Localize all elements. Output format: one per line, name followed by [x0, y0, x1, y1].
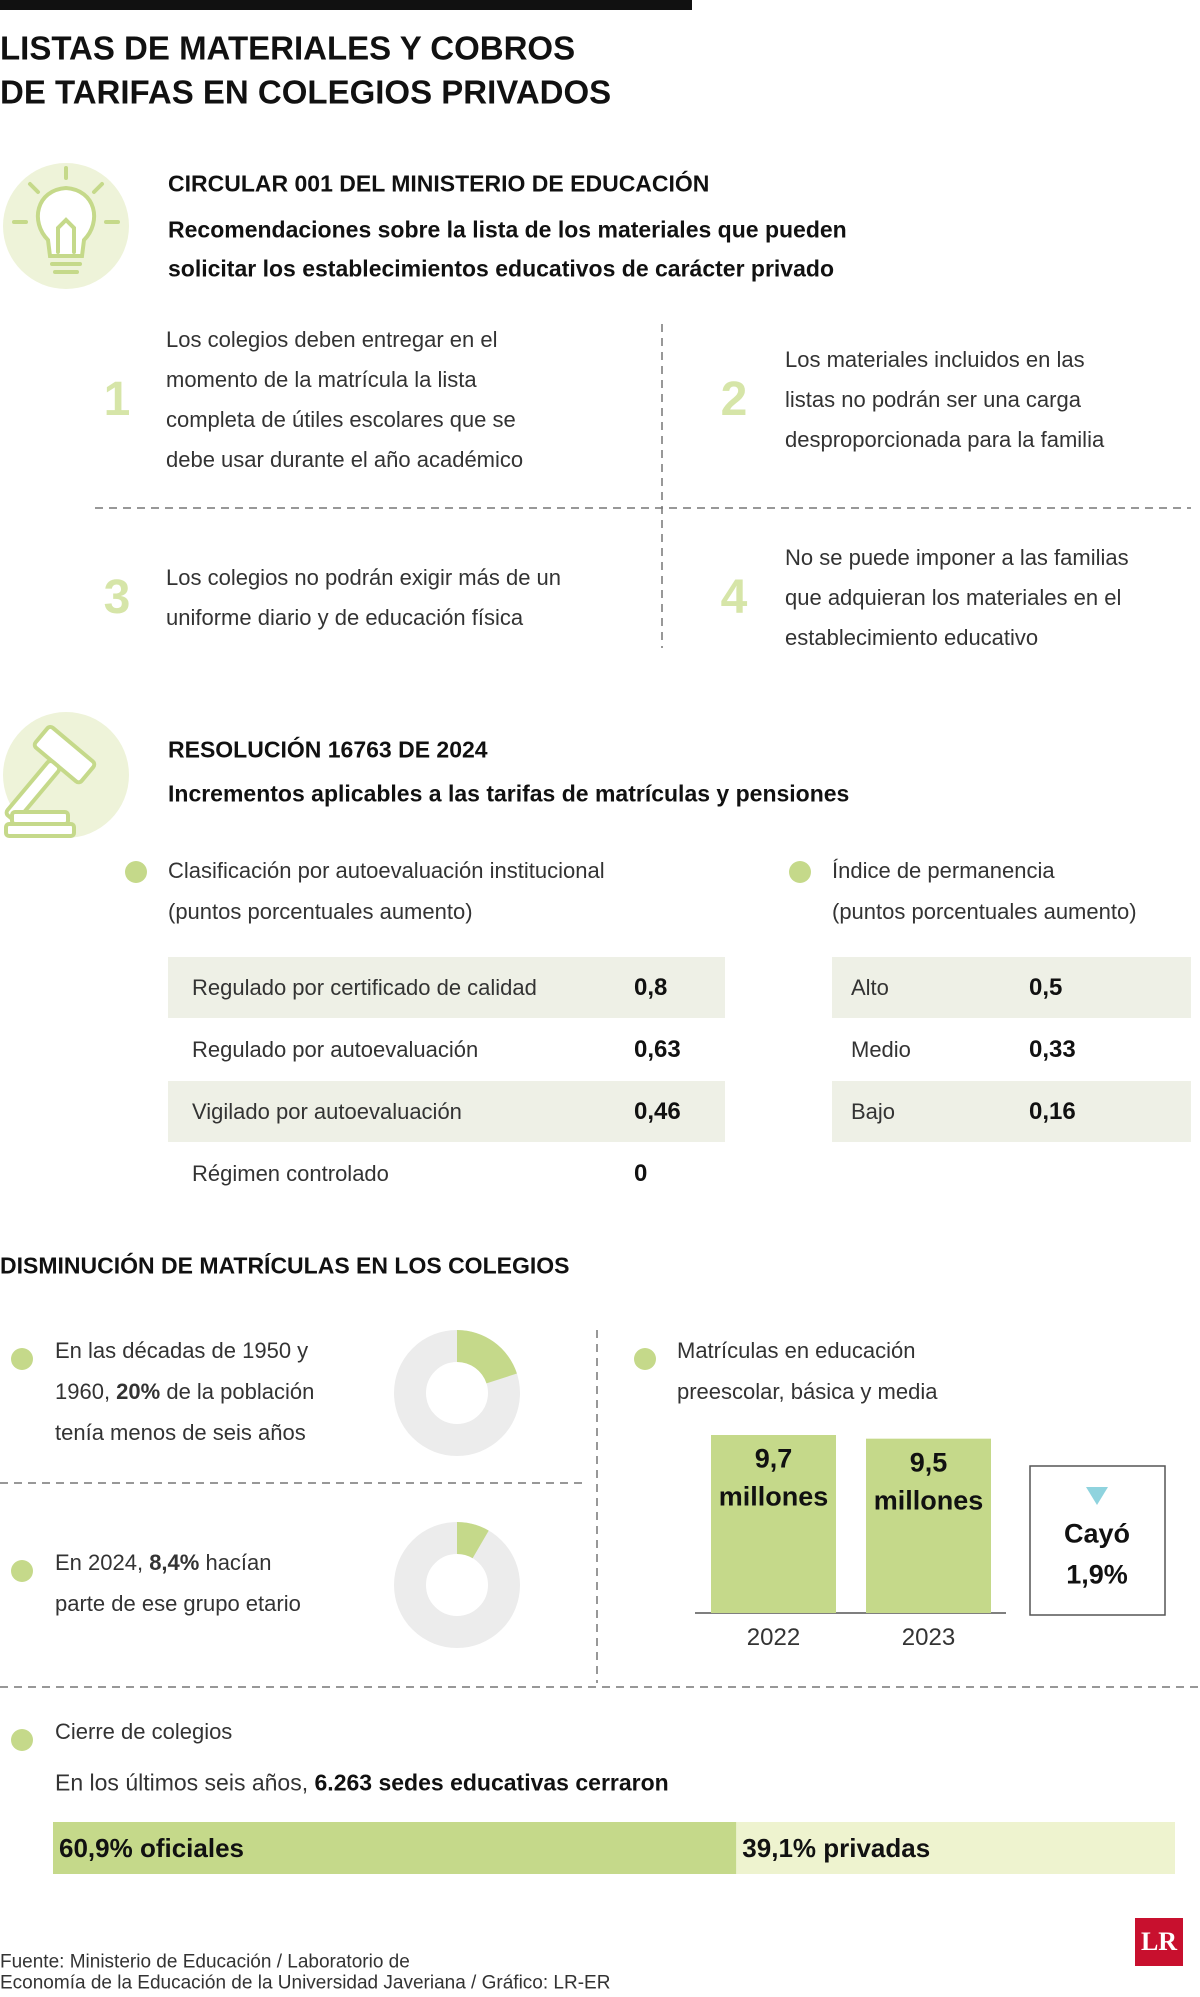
- sentence-text: En los últimos seis años,: [55, 1769, 315, 1796]
- population-text: hacían: [199, 1550, 272, 1575]
- row-value: 0,5: [1029, 974, 1063, 1001]
- population-text: de la población: [160, 1379, 315, 1404]
- x-label: 2022: [746, 1624, 801, 1651]
- dividers: [0, 324, 1200, 1688]
- sentence-highlight: 6.263 sedes educativas cerraron: [314, 1769, 669, 1796]
- enrollment-title: preescolar, básica y media: [677, 1379, 938, 1404]
- gavel-icon: [3, 712, 129, 838]
- donut-share: [457, 1330, 517, 1384]
- section-subtitle: Incrementos aplicables a las tarifas de …: [168, 780, 850, 807]
- section-heading: RESOLUCIÓN 16763 DE 2024: [168, 736, 488, 763]
- table-title: Clasificación por autoevaluación institu…: [168, 858, 605, 883]
- bullet: [634, 1348, 656, 1370]
- source: Economía de la Educación de la Universid…: [0, 1972, 611, 1994]
- logo: LR: [1140, 1927, 1178, 1956]
- change-text: Cayó: [1063, 1518, 1131, 1549]
- item-number: 2: [720, 373, 748, 426]
- item-text: Los materiales incluidos en las: [785, 347, 1085, 372]
- population-share: 20%: [116, 1379, 161, 1404]
- split-bar: [736, 1822, 1175, 1874]
- item-text: uniforme diario y de educación física: [166, 605, 524, 630]
- row-shade: [168, 957, 725, 1018]
- table-title: (puntos porcentuales aumento): [832, 899, 1137, 924]
- bar-unit: millones: [873, 1485, 984, 1516]
- population-line: En las décadas de 1950 y: [55, 1340, 308, 1362]
- section-heading: DISMINUCIÓN DE MATRÍCULAS EN LOS COLEGIO…: [0, 1252, 570, 1279]
- row-label: Medio: [851, 1037, 911, 1062]
- item-number: 1: [103, 373, 131, 426]
- row-shade: [832, 957, 1191, 1018]
- bullet: [125, 861, 147, 883]
- population-line: tenía menos de seis años: [55, 1422, 306, 1444]
- bullet: [11, 1560, 33, 1582]
- top-bar: [0, 0, 692, 10]
- row-value: 0,8: [634, 974, 668, 1001]
- split-label: 39,1% privadas: [742, 1833, 931, 1863]
- population-line: 1960, 20% de la población: [55, 1381, 314, 1403]
- table-title: (puntos porcentuales aumento): [168, 899, 473, 924]
- item-text: completa de útiles escolares que se: [166, 407, 516, 432]
- source: Fuente: Ministerio de Educación / Labora…: [0, 1951, 410, 1973]
- item-text: No se puede imponer a las familias: [785, 545, 1129, 570]
- logo-box: [1135, 1918, 1183, 1966]
- row-label: Régimen controlado: [192, 1161, 389, 1186]
- item-text: que adquieran los materiales en el: [785, 585, 1122, 610]
- item-text: desproporcionada para la familia: [785, 427, 1105, 452]
- change-text: 1,9%: [1066, 1559, 1128, 1590]
- population-share: 8,4%: [149, 1550, 200, 1575]
- donut-share: [457, 1522, 489, 1559]
- population-text: 1960,: [55, 1379, 117, 1404]
- bullet: [789, 861, 811, 883]
- population-text: parte de ese grupo etario: [55, 1591, 301, 1616]
- item-text: momento de la matrícula la lista: [166, 367, 477, 392]
- title: DE TARIFAS EN COLEGIOS PRIVADOS: [0, 73, 612, 111]
- closures-title: Cierre de colegios: [55, 1719, 233, 1744]
- split-bar: [53, 1822, 737, 1874]
- row-shade: [168, 1081, 725, 1142]
- enrollment-title: Matrículas en educación: [677, 1338, 916, 1363]
- population-line: parte de ese grupo etario: [55, 1593, 301, 1615]
- item-text: debe usar durante el año académico: [166, 447, 524, 472]
- section-heading: CIRCULAR 001 DEL MINISTERIO DE EDUCACIÓN: [168, 170, 710, 197]
- section-subtitle: solicitar los establecimientos educativo…: [168, 255, 834, 282]
- item-text: establecimiento educativo: [785, 625, 1039, 650]
- bullet: [11, 1729, 33, 1751]
- row-label: Bajo: [851, 1099, 896, 1124]
- row-value: 0,16: [1029, 1098, 1076, 1125]
- item-text: Los colegios no podrán exigir más de un: [166, 565, 562, 590]
- bar: [866, 1438, 991, 1613]
- title: LISTAS DE MATERIALES Y COBROS: [0, 29, 576, 67]
- row-value: 0,33: [1029, 1036, 1076, 1063]
- row-shade: [832, 1081, 1191, 1142]
- row-value: 0,63: [634, 1036, 681, 1063]
- bar-label: 9,5: [909, 1447, 948, 1478]
- row-label: Alto: [851, 975, 889, 1000]
- population-line: En 2024, 8,4% hacían: [55, 1552, 272, 1574]
- bullet: [11, 1348, 33, 1370]
- down-arrow: [1086, 1487, 1108, 1505]
- row-value: 0,46: [634, 1098, 681, 1125]
- row-label: Regulado por autoevaluación: [192, 1037, 479, 1062]
- x-label: 2023: [901, 1624, 956, 1651]
- split-label: 60,9% oficiales: [59, 1833, 244, 1863]
- item-number: 3: [103, 571, 131, 624]
- bar: [711, 1435, 836, 1613]
- row-label: Vigilado por autoevaluación: [192, 1099, 462, 1124]
- population-text: tenía menos de seis años: [55, 1420, 306, 1445]
- row-label: Regulado por certificado de calidad: [192, 975, 537, 1000]
- lightbulb-icon: [3, 163, 129, 289]
- bar-label: 9,7: [754, 1443, 793, 1474]
- section-subtitle: Recomendaciones sobre la lista de los ma…: [168, 216, 847, 243]
- item-text: listas no podrán ser una carga: [785, 387, 1081, 412]
- row-value: 0: [634, 1160, 648, 1187]
- item-text: Los colegios deben entregar en el: [166, 327, 498, 352]
- closures-sentence: En los últimos seis años, 6.263 sedes ed…: [55, 1769, 669, 1796]
- table-title: Índice de permanencia: [832, 858, 1055, 883]
- bar-unit: millones: [718, 1481, 829, 1512]
- population-text: En 2024,: [55, 1550, 150, 1575]
- item-number: 4: [720, 571, 748, 624]
- population-text: En las décadas de 1950 y: [55, 1338, 309, 1363]
